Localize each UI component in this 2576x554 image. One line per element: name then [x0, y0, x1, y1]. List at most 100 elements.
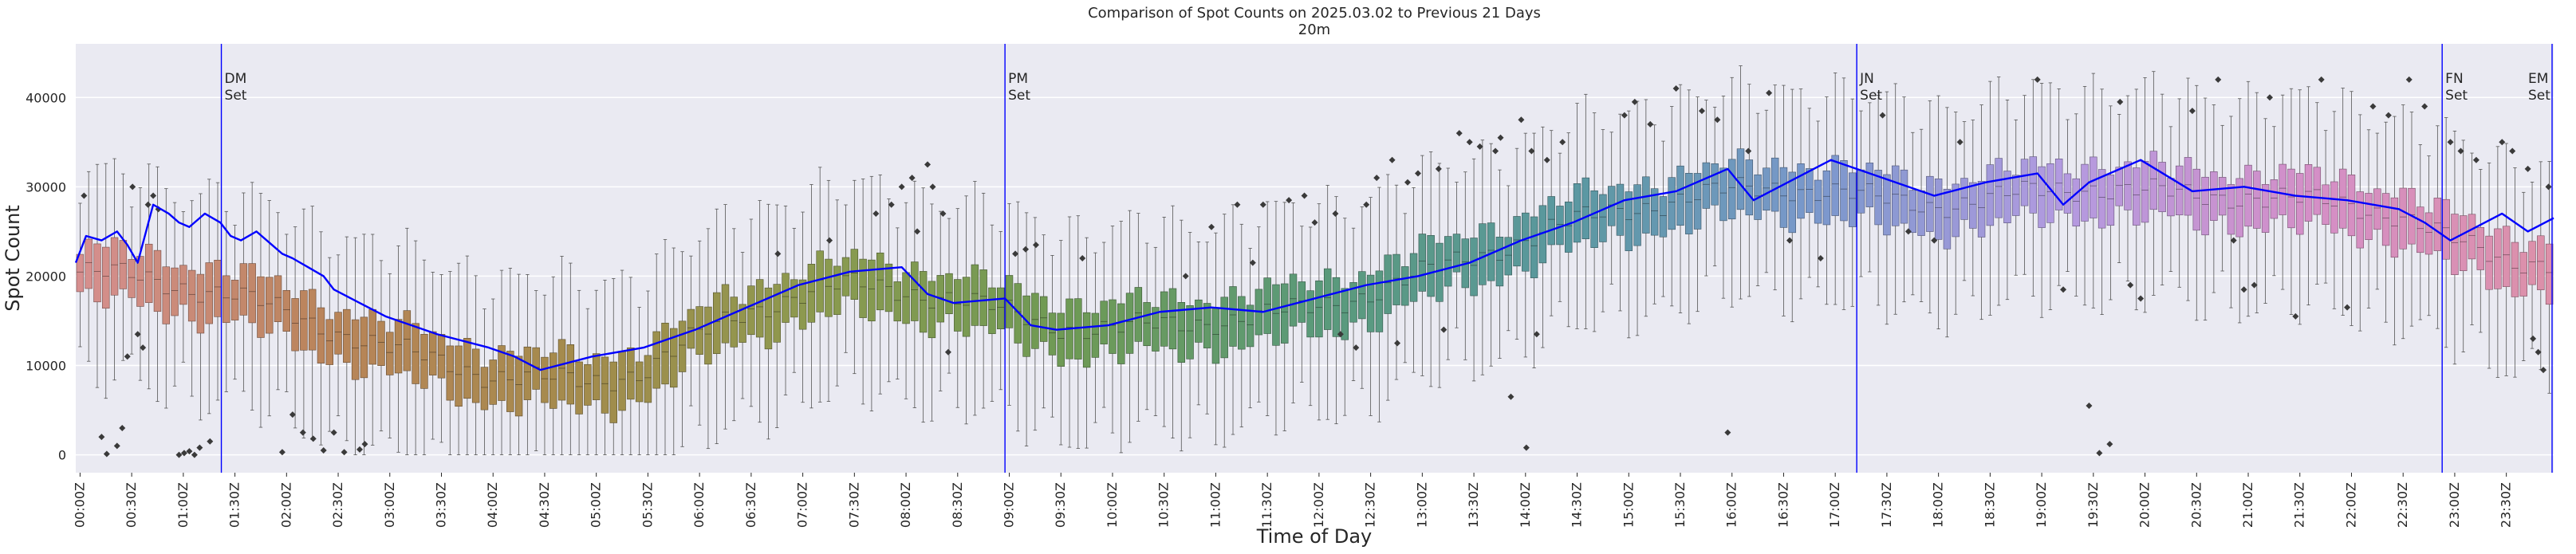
box — [2502, 226, 2511, 287]
box — [798, 279, 807, 330]
box — [386, 332, 394, 375]
box — [523, 346, 532, 400]
box — [1874, 170, 1882, 226]
x-tick-label: 23:30Z — [2499, 482, 2514, 528]
box — [1581, 177, 1590, 239]
box — [360, 316, 368, 379]
outlier-point — [1466, 139, 1473, 146]
box — [2244, 164, 2252, 227]
box — [2158, 162, 2166, 213]
box — [2167, 178, 2175, 217]
outlier-point — [196, 444, 203, 451]
box — [2175, 165, 2184, 215]
box — [2528, 241, 2536, 285]
box — [1822, 170, 1831, 226]
box — [833, 265, 841, 315]
box — [2210, 171, 2218, 221]
outlier-point — [180, 450, 187, 457]
x-tick-label: 19:30Z — [2086, 482, 2101, 528]
box — [1100, 301, 1108, 344]
box — [1057, 312, 1065, 367]
box — [1702, 162, 1711, 209]
outlier-point — [186, 448, 193, 455]
box — [652, 331, 660, 389]
box — [2106, 175, 2115, 226]
box — [102, 246, 110, 309]
outlier-point — [2530, 335, 2537, 342]
outlier-point — [1714, 116, 1721, 124]
outlier-point — [1301, 192, 1308, 199]
outlier-point — [341, 449, 348, 456]
box — [1229, 286, 1237, 347]
outlier-point — [1249, 259, 1256, 266]
outlier-point — [1286, 197, 1293, 204]
box — [1650, 188, 1659, 236]
box — [739, 304, 746, 343]
box — [1109, 299, 1117, 354]
outlier-point — [1404, 179, 1412, 186]
box — [601, 356, 609, 414]
box — [2390, 197, 2399, 258]
y-axis-label: Spot Count — [2, 205, 24, 311]
box — [300, 290, 308, 351]
box — [2261, 184, 2270, 233]
x-tick-label: 18:30Z — [1982, 482, 1997, 528]
box — [928, 281, 936, 339]
box — [377, 320, 385, 366]
outlier-point — [1698, 108, 1705, 115]
outlier-point — [1817, 255, 1824, 261]
outlier-point — [872, 210, 880, 217]
outlier-point — [2240, 286, 2247, 293]
outlier-point — [1182, 273, 1189, 280]
box — [1977, 181, 1986, 238]
box — [1865, 163, 1874, 207]
box — [1504, 237, 1512, 276]
box — [325, 319, 333, 365]
box — [1246, 305, 1255, 348]
box — [2124, 161, 2132, 210]
box — [1522, 212, 1530, 272]
box — [1934, 179, 1943, 240]
box — [1289, 273, 1298, 327]
box — [2511, 242, 2519, 297]
box — [1315, 280, 1323, 338]
outlier-point — [119, 424, 126, 431]
box — [609, 361, 617, 423]
box — [911, 261, 919, 321]
box — [2133, 167, 2141, 226]
outlier-point — [129, 183, 136, 191]
box — [1177, 302, 1186, 363]
outlier-point — [2524, 165, 2531, 172]
x-tick-label: 17:00Z — [1827, 482, 1842, 528]
box — [1479, 223, 1487, 285]
box — [1917, 190, 1925, 236]
outlier-point — [150, 192, 157, 199]
annotation-label: Set — [2445, 88, 2468, 104]
box — [153, 249, 162, 312]
box — [790, 279, 798, 318]
box — [1745, 159, 1754, 216]
box — [1143, 302, 1151, 347]
box — [971, 264, 979, 326]
x-tick-label: 20:00Z — [2137, 482, 2153, 528]
box — [1323, 268, 1332, 330]
outlier-point — [2266, 94, 2273, 101]
box — [2081, 163, 2089, 222]
box — [266, 277, 274, 334]
box — [1238, 296, 1246, 350]
box — [747, 285, 755, 336]
box — [196, 273, 205, 334]
box — [428, 331, 437, 375]
x-tick-label: 23:00Z — [2447, 482, 2462, 528]
box — [223, 275, 230, 324]
x-tick-label: 03:00Z — [382, 482, 397, 528]
x-tick-label: 18:00Z — [1931, 482, 1946, 528]
outlier-point — [278, 449, 286, 456]
outlier-point — [888, 201, 895, 208]
outlier-point — [309, 435, 317, 442]
box — [1908, 190, 1917, 234]
outlier-point — [1745, 147, 1752, 155]
box — [274, 275, 282, 322]
box — [678, 320, 687, 372]
box — [187, 269, 196, 322]
